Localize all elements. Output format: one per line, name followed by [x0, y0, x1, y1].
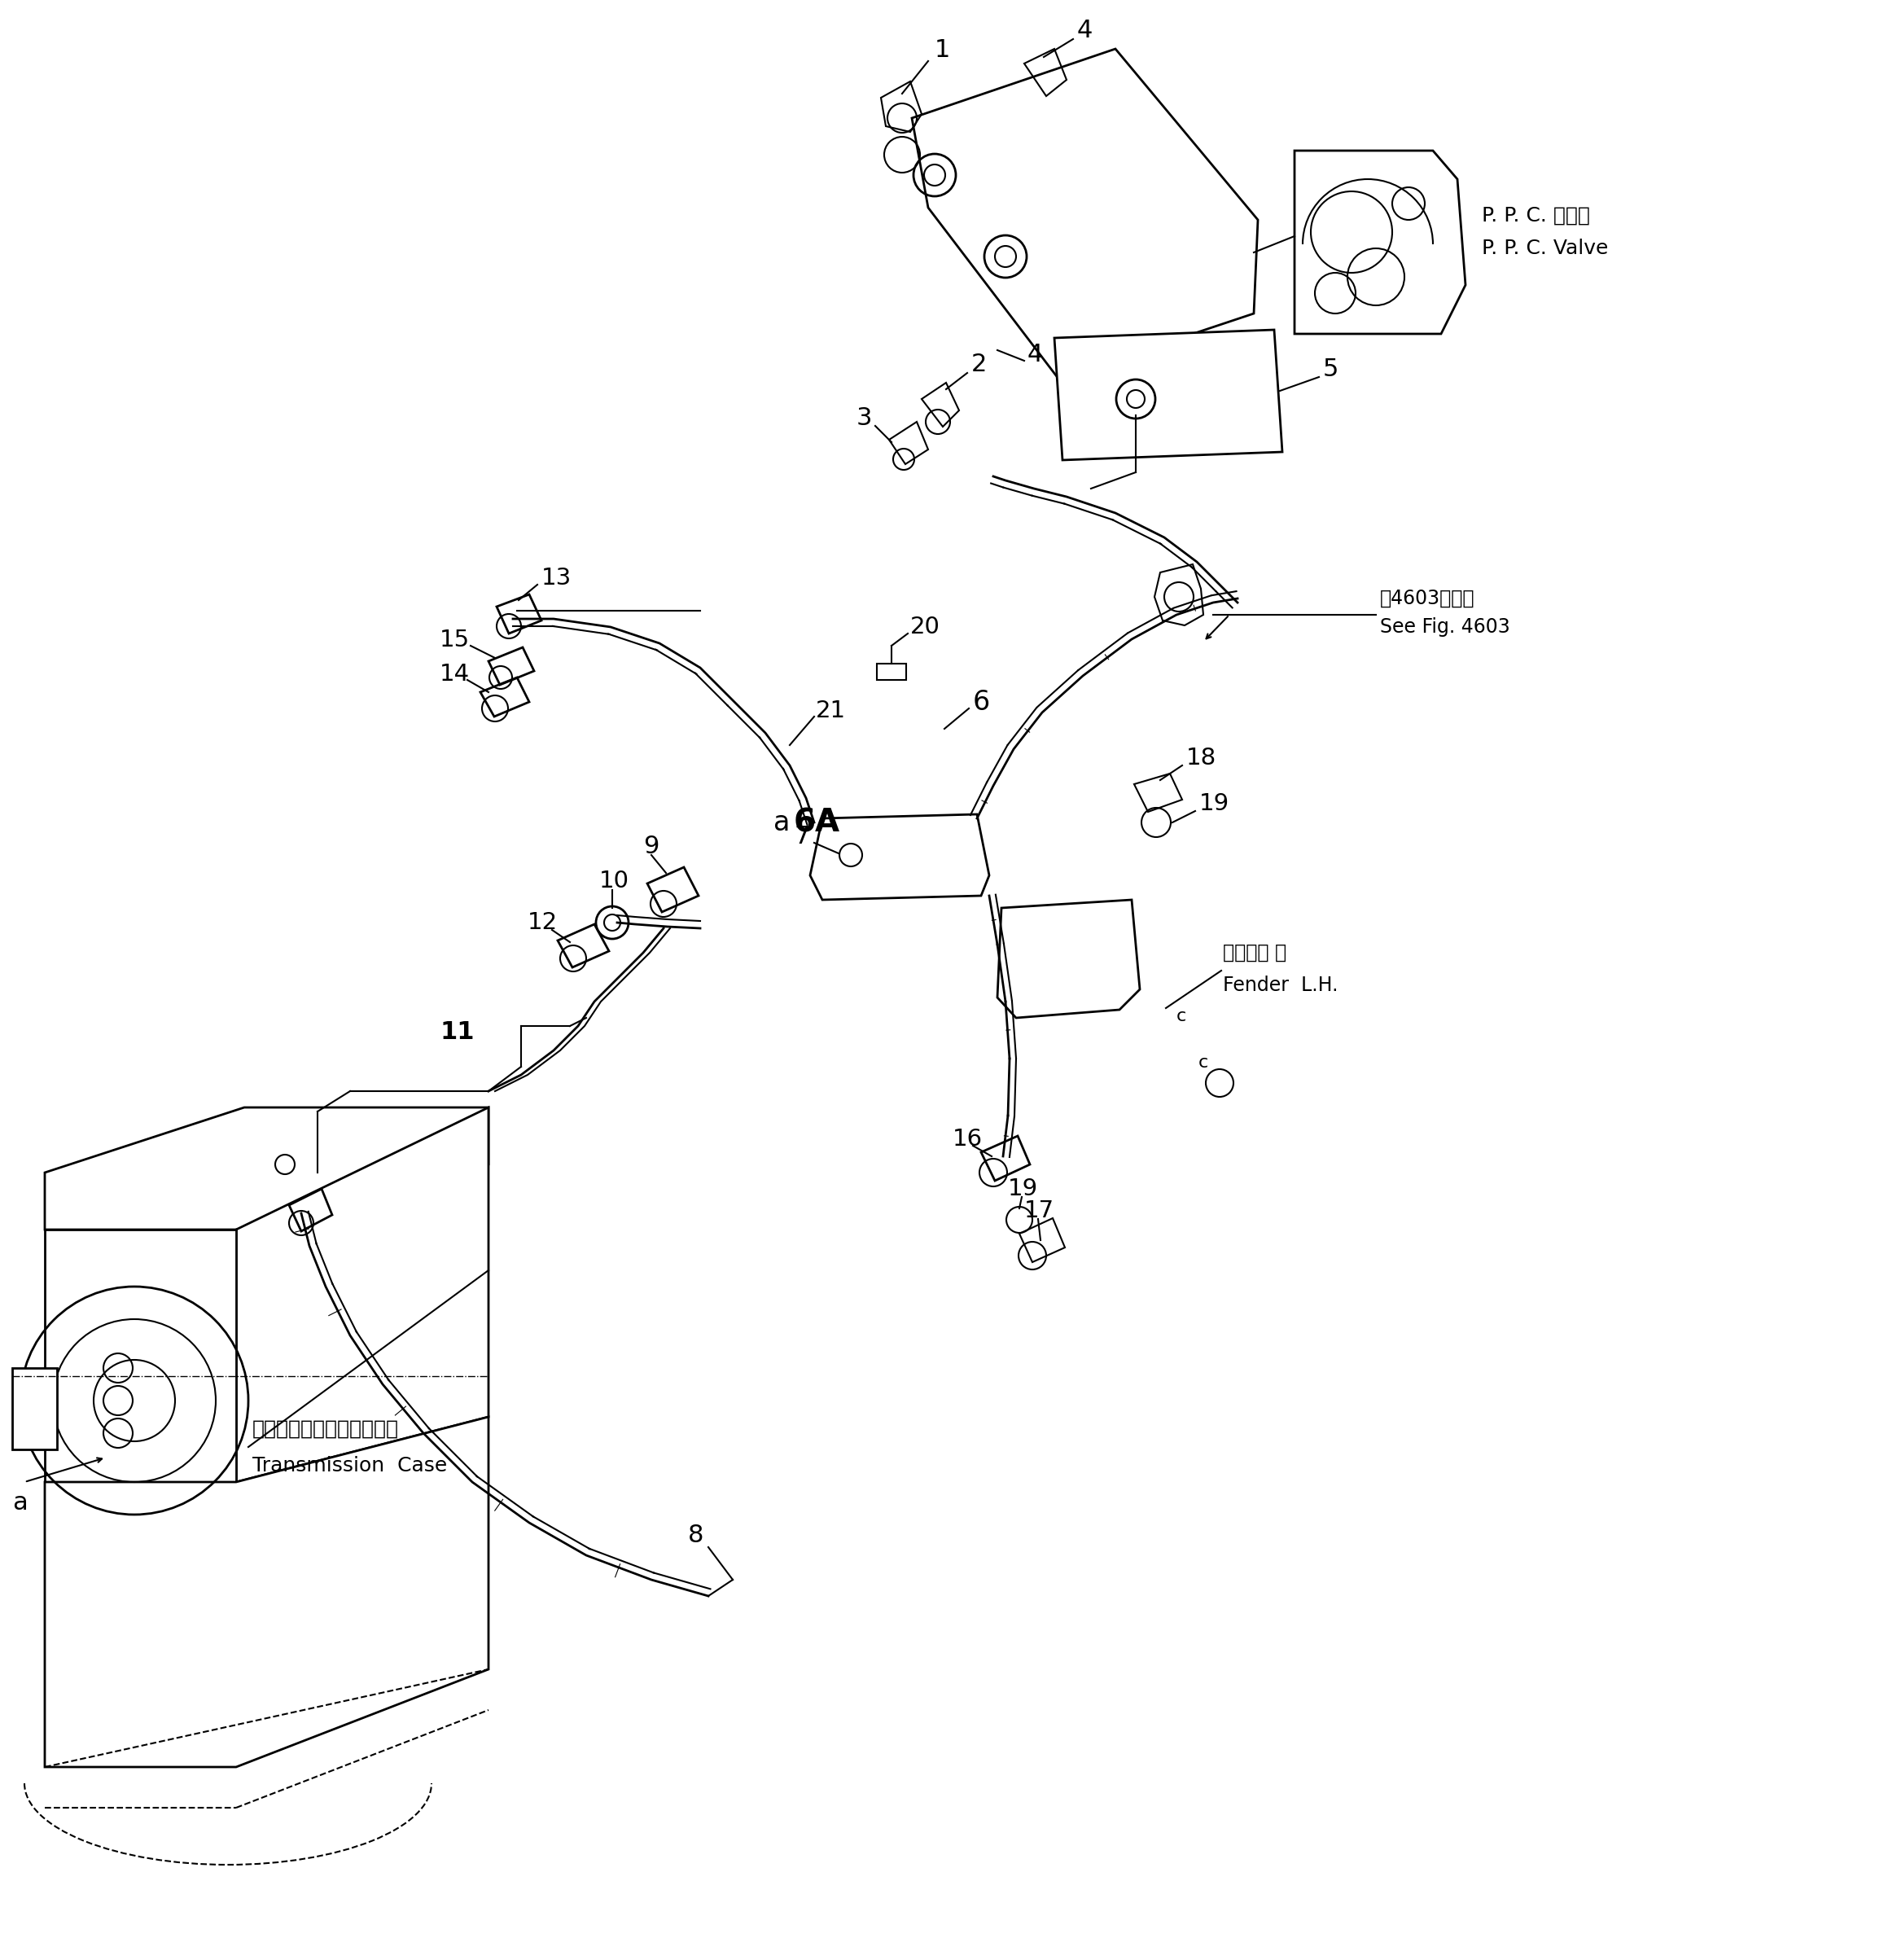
Polygon shape: [11, 1368, 57, 1450]
Text: 8: 8: [689, 1523, 704, 1546]
Text: 19: 19: [1007, 1178, 1038, 1200]
Text: 1: 1: [935, 39, 950, 63]
Text: 14: 14: [440, 662, 470, 686]
Text: P. P. C. Valve: P. P. C. Valve: [1482, 239, 1609, 259]
Polygon shape: [1055, 329, 1282, 461]
Polygon shape: [912, 49, 1258, 378]
Text: c: c: [1176, 1007, 1186, 1025]
Text: 16: 16: [952, 1127, 983, 1151]
Text: 5: 5: [1322, 359, 1339, 382]
Text: 9: 9: [643, 835, 658, 858]
Polygon shape: [235, 1107, 489, 1482]
Text: 19: 19: [1199, 792, 1229, 815]
Text: 2: 2: [971, 353, 986, 376]
Text: トランスミッションケース: トランスミッションケース: [252, 1419, 398, 1439]
Text: 20: 20: [911, 615, 941, 639]
Text: Transmission  Case: Transmission Case: [252, 1456, 448, 1476]
Polygon shape: [810, 813, 988, 900]
Polygon shape: [998, 900, 1140, 1017]
Text: a: a: [774, 809, 789, 835]
Text: 4: 4: [1028, 343, 1043, 367]
Text: 第4603図参照: 第4603図参照: [1379, 588, 1474, 608]
Text: 7: 7: [793, 825, 810, 849]
Text: 3: 3: [857, 406, 873, 429]
Text: Fender  L.H.: Fender L.H.: [1224, 976, 1337, 996]
Text: フェンダ 左: フェンダ 左: [1224, 943, 1286, 962]
Polygon shape: [1155, 564, 1203, 625]
Polygon shape: [46, 1417, 489, 1768]
Text: 10: 10: [599, 870, 630, 892]
Text: 15: 15: [440, 629, 470, 651]
Text: See Fig. 4603: See Fig. 4603: [1379, 617, 1510, 637]
Text: 11: 11: [440, 1021, 474, 1045]
Text: c: c: [1199, 1054, 1208, 1070]
Text: 12: 12: [527, 911, 558, 935]
Text: 4: 4: [1077, 18, 1093, 41]
Text: 6A: 6A: [793, 808, 840, 839]
Text: 21: 21: [816, 700, 846, 723]
Text: 13: 13: [541, 566, 571, 590]
Text: 17: 17: [1024, 1200, 1055, 1223]
Text: a: a: [11, 1490, 27, 1515]
Text: 18: 18: [1186, 747, 1216, 770]
Polygon shape: [46, 1229, 235, 1482]
Polygon shape: [1294, 151, 1466, 333]
Polygon shape: [46, 1107, 489, 1229]
Text: 6: 6: [973, 688, 990, 715]
Text: P. P. C. ハルブ: P. P. C. ハルブ: [1482, 206, 1590, 225]
